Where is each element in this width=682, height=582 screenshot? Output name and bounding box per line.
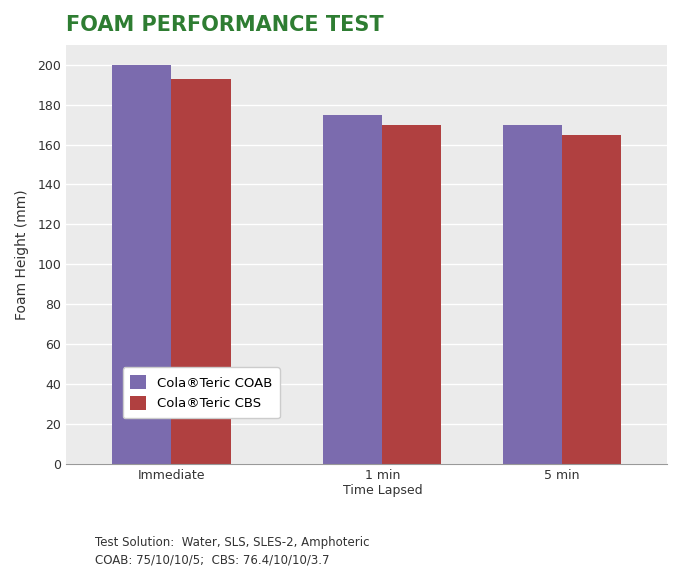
Bar xyxy=(323,115,383,464)
Y-axis label: Foam Height (mm): Foam Height (mm) xyxy=(15,189,29,320)
Bar xyxy=(383,125,441,464)
Text: FOAM PERFORMANCE TEST: FOAM PERFORMANCE TEST xyxy=(66,15,384,35)
Text: COAB: 75/10/10/5;  CBS: 76.4/10/10/3.7: COAB: 75/10/10/5; CBS: 76.4/10/10/3.7 xyxy=(95,553,330,566)
Legend: Cola®Teric COAB, Cola®Teric CBS: Cola®Teric COAB, Cola®Teric CBS xyxy=(123,367,280,418)
Bar xyxy=(503,125,561,464)
Bar xyxy=(113,65,171,464)
Text: Test Solution:  Water, SLS, SLES-2, Amphoteric: Test Solution: Water, SLS, SLES-2, Ampho… xyxy=(95,536,370,549)
Bar xyxy=(561,134,621,464)
Bar xyxy=(171,79,231,464)
